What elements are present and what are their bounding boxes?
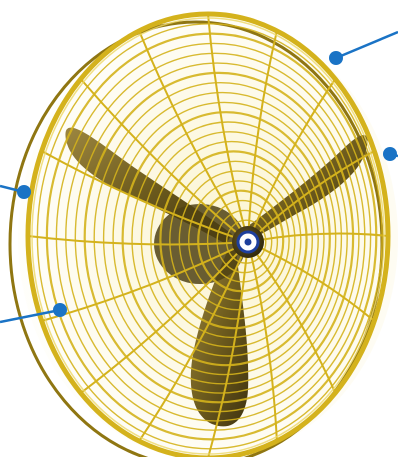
guard-ring (206, 199, 279, 283)
guard-spoke (207, 241, 249, 457)
guard-spoke (247, 241, 375, 322)
guard-ring (102, 91, 343, 385)
guard-spoke (207, 13, 249, 243)
guard-ring (187, 180, 290, 302)
callout-dot-lower-left[interactable] (53, 303, 67, 317)
guard-spoke (247, 241, 337, 394)
guard-spoke (247, 241, 278, 442)
guard-spoke (80, 241, 249, 394)
guard-rings (27, 13, 389, 457)
guard-ring (74, 62, 360, 413)
callout-line-lower-left (0, 308, 61, 324)
guard-ring (159, 150, 308, 330)
guard-ring (83, 71, 355, 404)
guard-ring (150, 140, 314, 339)
guard-ring (45, 32, 378, 441)
guard-spoke (41, 241, 249, 322)
guard-ring (65, 52, 366, 422)
guard-ring (93, 81, 348, 394)
guard-spoke (247, 78, 337, 243)
guard-ring (121, 111, 331, 367)
callout-dot-right[interactable] (383, 147, 397, 161)
guard-ring (112, 101, 337, 376)
callout-dot-left[interactable] (17, 185, 31, 199)
blade-right (240, 134, 368, 242)
guard-ring (178, 170, 296, 311)
guard-ring (169, 160, 302, 320)
guard-spokes (27, 13, 389, 457)
guard-spoke (138, 241, 249, 442)
guard-rim-highlight (31, 17, 385, 455)
callouts (0, 30, 398, 324)
guard-spoke (247, 150, 375, 243)
guard-ring (140, 131, 319, 348)
guard-spoke (247, 30, 278, 243)
callout-dot-top-right[interactable] (329, 51, 343, 65)
guard-spoke (27, 235, 249, 246)
guard-ring (131, 121, 325, 357)
guard-spoke (79, 78, 249, 243)
callout-line-top-right (335, 30, 398, 60)
guard-ring (55, 42, 372, 431)
guard-spoke (138, 30, 249, 243)
guard-ring (197, 189, 285, 293)
brand-badge-center (244, 238, 252, 246)
guard-spoke (41, 150, 249, 243)
guard-front-rim (25, 11, 391, 457)
